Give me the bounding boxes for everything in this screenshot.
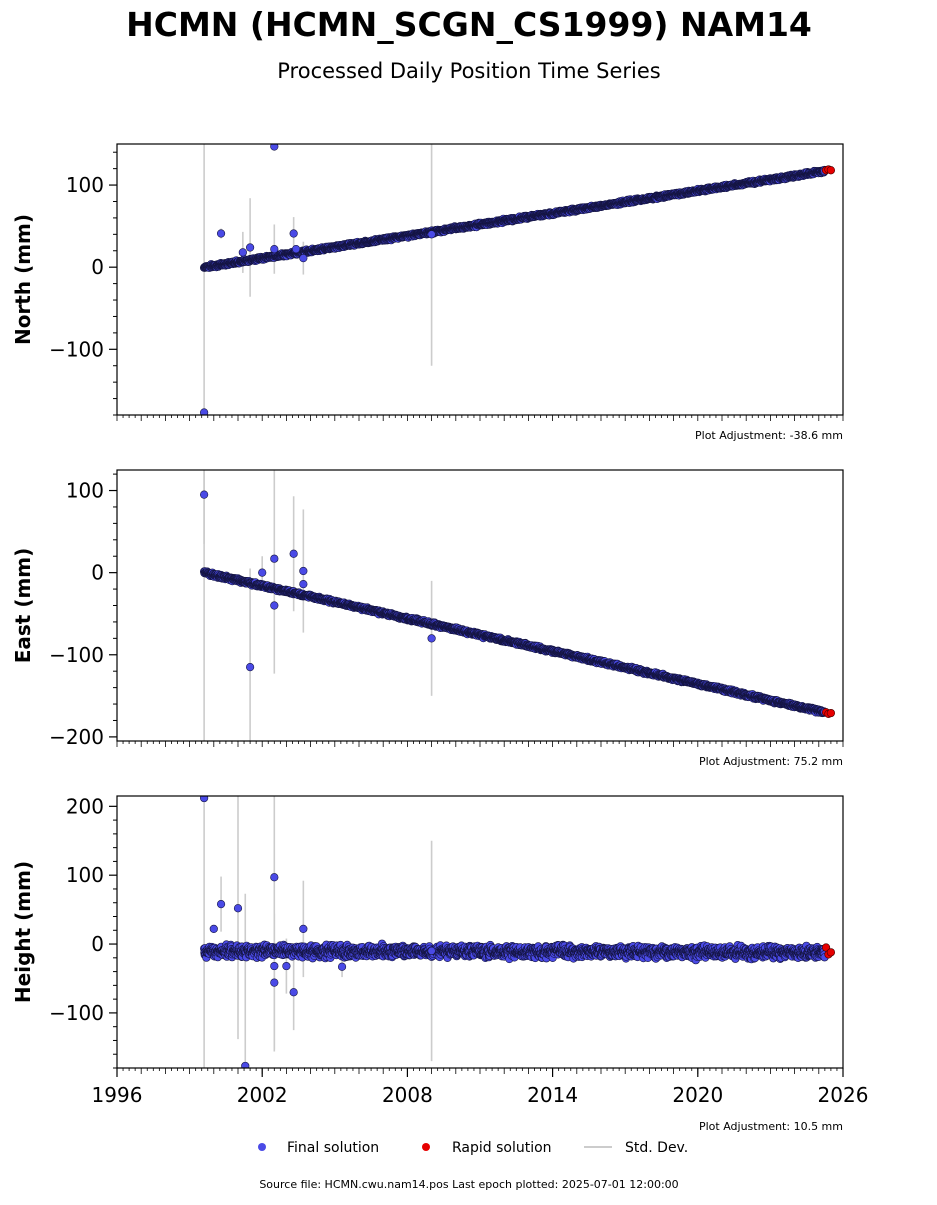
final-point xyxy=(271,602,279,610)
final-point xyxy=(300,580,308,588)
plot-adjustment-label: Plot Adjustment: 75.2 mm xyxy=(699,755,843,768)
final-point xyxy=(217,230,225,238)
final-point xyxy=(428,231,436,239)
y-tick-label: −100 xyxy=(49,337,104,361)
y-axis-label: North (mm) xyxy=(11,214,35,345)
y-tick-label: −100 xyxy=(49,643,104,667)
panel-0: −100 0 100 North (mm) Plot Adjustment: -38.6… xyxy=(11,103,843,442)
rapid-point xyxy=(827,709,835,717)
figure-subtitle: Processed Daily Position Time Series xyxy=(277,59,661,83)
final-point xyxy=(300,567,308,575)
final-point xyxy=(200,491,208,499)
final-point xyxy=(300,254,308,262)
final-point xyxy=(271,555,279,563)
panels: −100 0 100 North (mm) Plot Adjustment: -38.6… xyxy=(11,103,868,1200)
y-tick-label: 0 xyxy=(91,561,104,585)
y-tick-label: −200 xyxy=(49,725,104,749)
y-tick-label: 0 xyxy=(91,255,104,279)
final-point xyxy=(290,550,298,558)
plot-adjustment-label: Plot Adjustment: -38.6 mm xyxy=(695,429,843,442)
plot-area xyxy=(200,103,834,416)
final-point xyxy=(246,244,254,252)
final-point xyxy=(271,245,279,253)
y-axis-label: East (mm) xyxy=(11,548,35,664)
y-tick-label: 100 xyxy=(66,479,104,503)
panel-1: −200 −100 0 100 East (mm) Plot Adjustment: 75… xyxy=(11,444,843,768)
final-point xyxy=(290,230,298,238)
figure-title: HCMN (HCMN_SCGN_CS1999) NAM14 xyxy=(126,5,812,44)
y-tick-label: 100 xyxy=(66,173,104,197)
rapid-point xyxy=(827,166,835,174)
final-point xyxy=(292,245,300,253)
plot-frame xyxy=(117,470,843,741)
final-point xyxy=(239,249,247,257)
final-point xyxy=(258,569,266,577)
final-point xyxy=(428,635,436,643)
plot-area xyxy=(200,444,834,766)
final-point xyxy=(246,663,254,671)
